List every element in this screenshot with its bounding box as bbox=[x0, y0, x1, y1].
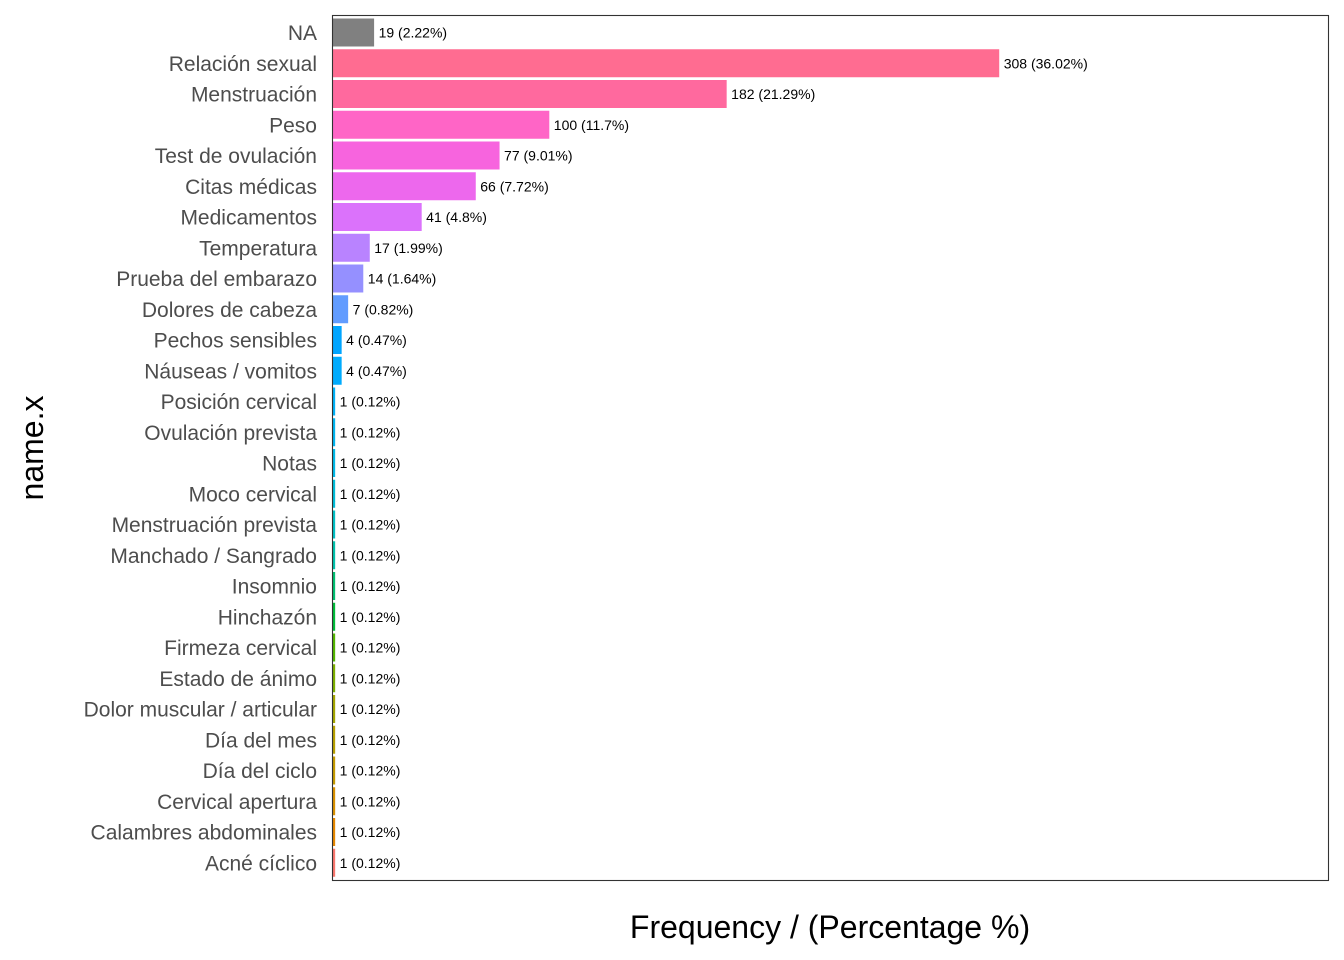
category-label: Estado de ánimo bbox=[159, 668, 317, 691]
category-label: Acné cíclico bbox=[205, 852, 317, 875]
data-label: 4 (0.47%) bbox=[346, 332, 407, 348]
data-label: 77 (9.01%) bbox=[504, 148, 572, 164]
bar bbox=[333, 756, 336, 785]
bar bbox=[333, 18, 375, 47]
bar bbox=[333, 541, 336, 570]
category-label: Prueba del embarazo bbox=[116, 268, 317, 291]
category-label: Calambres abdominales bbox=[91, 822, 317, 845]
category-label: Menstruación prevista bbox=[112, 514, 318, 537]
category-label: NA bbox=[288, 22, 317, 45]
bar bbox=[333, 572, 336, 600]
data-label: 1 (0.12%) bbox=[340, 609, 401, 625]
category-label: Ovulación prevista bbox=[144, 422, 317, 445]
data-label: 7 (0.82%) bbox=[353, 301, 414, 317]
data-label: 1 (0.12%) bbox=[340, 424, 401, 440]
data-label: 66 (7.72%) bbox=[480, 178, 548, 194]
data-label: 1 (0.12%) bbox=[340, 855, 401, 871]
x-axis-title: Frequency / (Percentage %) bbox=[630, 909, 1030, 945]
bar bbox=[333, 449, 336, 477]
bar bbox=[333, 233, 370, 262]
data-label: 1 (0.12%) bbox=[340, 670, 401, 686]
bar bbox=[333, 633, 336, 662]
data-label: 1 (0.12%) bbox=[340, 455, 401, 471]
category-label: Test de ovulación bbox=[155, 145, 317, 168]
category-label: Manchado / Sangrado bbox=[110, 545, 317, 568]
category-label: Dolor muscular / articular bbox=[84, 699, 317, 722]
bar bbox=[333, 80, 727, 108]
category-label: Peso bbox=[269, 114, 317, 137]
category-label: Día del mes bbox=[205, 729, 317, 752]
bar bbox=[333, 387, 336, 416]
data-label: 1 (0.12%) bbox=[340, 394, 401, 410]
bar bbox=[333, 664, 336, 693]
bars-layer bbox=[333, 18, 1000, 877]
data-label: 100 (11.7%) bbox=[554, 117, 629, 133]
data-label: 1 (0.12%) bbox=[340, 640, 401, 656]
data-label: 1 (0.12%) bbox=[340, 763, 401, 779]
bar bbox=[333, 110, 550, 139]
bar bbox=[333, 295, 349, 324]
bar bbox=[333, 203, 422, 231]
category-label: Medicamentos bbox=[180, 207, 317, 230]
data-label: 4 (0.47%) bbox=[346, 363, 407, 379]
data-label: 1 (0.12%) bbox=[340, 824, 401, 840]
data-label: 1 (0.12%) bbox=[340, 732, 401, 748]
data-label: 308 (36.02%) bbox=[1004, 55, 1088, 71]
bar bbox=[333, 787, 336, 816]
bar bbox=[333, 49, 1000, 78]
category-label: Insomnio bbox=[232, 576, 317, 599]
data-label: 14 (1.64%) bbox=[368, 271, 436, 287]
data-label: 1 (0.12%) bbox=[340, 793, 401, 809]
category-label: Hinchazón bbox=[218, 606, 317, 629]
bar bbox=[333, 356, 342, 385]
bar bbox=[333, 725, 336, 754]
bar bbox=[333, 326, 342, 354]
bar bbox=[333, 602, 336, 631]
plot-panel-border bbox=[331, 14, 1330, 882]
category-label: Relación sexual bbox=[169, 53, 317, 76]
data-label: 1 (0.12%) bbox=[340, 701, 401, 717]
category-labels: NA Relación sexual Menstruación Peso Test de… bbox=[84, 22, 318, 875]
bar bbox=[333, 695, 336, 723]
category-label: Temperatura bbox=[199, 237, 317, 260]
category-label: Firmeza cervical bbox=[164, 637, 317, 660]
data-label: 1 (0.12%) bbox=[340, 547, 401, 563]
category-label: Dolores de cabeza bbox=[142, 299, 317, 322]
bar bbox=[333, 510, 336, 539]
bar bbox=[333, 479, 336, 508]
data-label: 41 (4.8%) bbox=[426, 209, 487, 225]
data-labels: 19 (2.22%) 308 (36.02%) 182 (21.29%) 100 (1… bbox=[340, 25, 1088, 871]
category-label: Cervical apertura bbox=[157, 791, 317, 814]
category-label: Día del ciclo bbox=[203, 760, 317, 783]
category-label: Menstruación bbox=[191, 84, 317, 107]
bar bbox=[333, 264, 364, 293]
data-label: 1 (0.12%) bbox=[340, 578, 401, 594]
category-label: Náuseas / vomitos bbox=[144, 360, 317, 383]
bar bbox=[333, 818, 336, 846]
bar bbox=[333, 172, 476, 201]
bar bbox=[333, 141, 500, 170]
data-label: 182 (21.29%) bbox=[731, 86, 815, 102]
category-label: Moco cervical bbox=[189, 483, 317, 506]
category-label: Notas bbox=[262, 453, 317, 476]
data-label: 17 (1.99%) bbox=[374, 240, 442, 256]
data-label: 1 (0.12%) bbox=[340, 486, 401, 502]
category-label: Pechos sensibles bbox=[154, 330, 317, 353]
data-label: 19 (2.22%) bbox=[379, 25, 447, 41]
bar bbox=[333, 848, 336, 877]
bar bbox=[333, 418, 336, 447]
y-axis-title: name.x bbox=[14, 396, 50, 501]
category-label: Posición cervical bbox=[161, 391, 317, 414]
category-label: Citas médicas bbox=[185, 176, 317, 199]
data-label: 1 (0.12%) bbox=[340, 517, 401, 533]
